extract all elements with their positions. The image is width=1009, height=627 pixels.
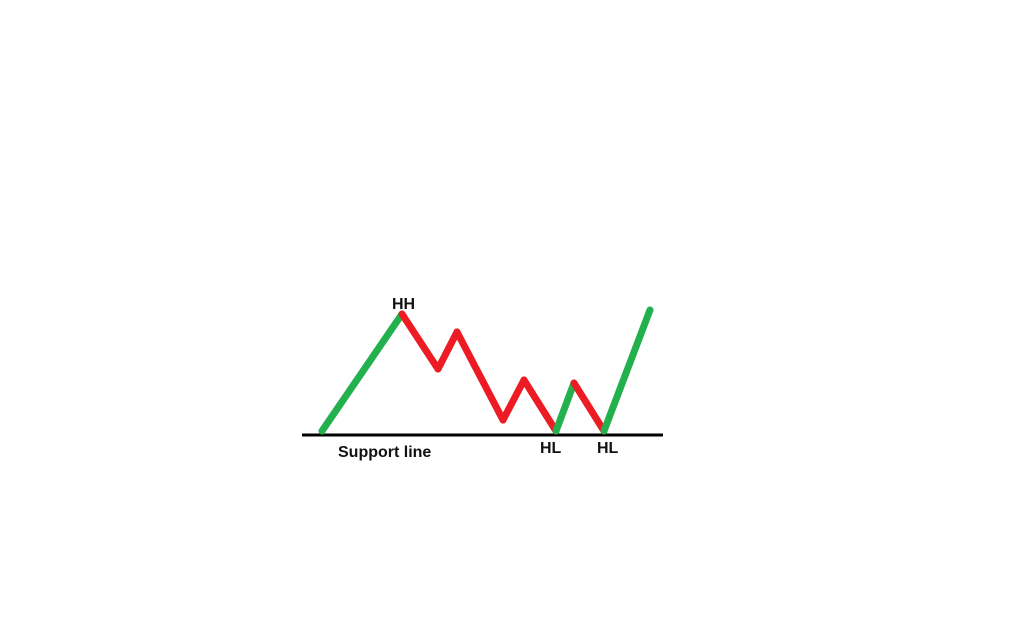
price-leg-1-up [318,310,406,435]
price-path [318,306,654,435]
price-leg-3-up [434,328,461,373]
price-leg-9-up [600,306,654,435]
higher-high-label: HH [392,296,415,313]
price-leg-5-up [499,376,528,424]
price-leg-6-down [520,376,560,435]
support-line-label: Support line [338,444,431,461]
higher-low-label-1: HL [540,440,562,457]
price-leg-7-up [552,379,578,435]
higher-low-label-2: HL [597,440,619,457]
price-leg-4-down [453,328,507,424]
price-leg-8-down [570,379,608,435]
price-leg-2-down [398,310,442,373]
